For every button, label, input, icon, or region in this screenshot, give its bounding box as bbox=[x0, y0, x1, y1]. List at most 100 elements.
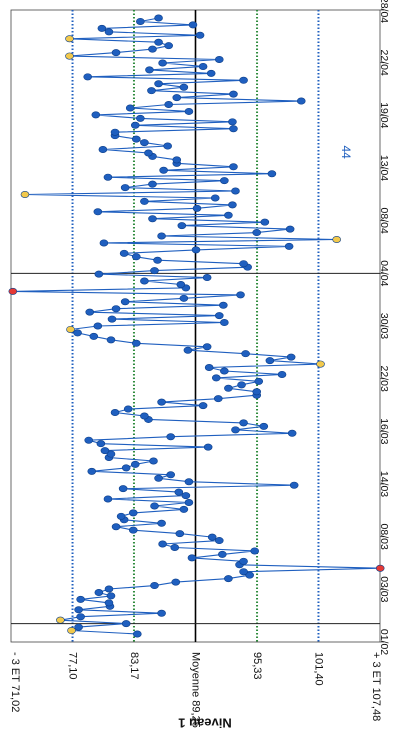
data-point bbox=[202, 274, 212, 282]
data-point bbox=[94, 588, 104, 596]
data-point bbox=[20, 190, 30, 198]
date-tick-label: 30/03 bbox=[378, 313, 390, 339]
data-point bbox=[277, 370, 287, 378]
date-tick-label: 16/03 bbox=[378, 418, 390, 444]
data-point bbox=[150, 267, 159, 275]
data-point bbox=[166, 471, 176, 479]
data-point bbox=[94, 270, 104, 278]
data-point bbox=[172, 94, 182, 102]
data-point bbox=[103, 173, 113, 181]
data-point bbox=[111, 523, 121, 531]
data-point bbox=[150, 502, 159, 510]
data-point bbox=[158, 540, 167, 548]
reference-line-label: Moyenne 89,25 bbox=[190, 652, 202, 728]
data-point bbox=[83, 73, 93, 81]
data-point bbox=[164, 42, 173, 50]
data-point bbox=[175, 530, 185, 538]
data-point bbox=[316, 360, 325, 368]
data-point bbox=[224, 384, 233, 392]
data-point bbox=[87, 467, 97, 475]
data-point bbox=[104, 28, 114, 36]
data-point bbox=[184, 478, 194, 486]
data-point bbox=[163, 142, 172, 150]
data-point bbox=[211, 374, 221, 382]
data-point bbox=[91, 111, 101, 119]
data-point bbox=[73, 329, 82, 337]
data-point bbox=[98, 146, 108, 154]
data-point bbox=[154, 14, 163, 22]
data-point bbox=[8, 287, 18, 295]
data-point bbox=[157, 519, 166, 527]
data-point bbox=[241, 350, 250, 358]
data-point bbox=[128, 526, 138, 534]
data-point bbox=[229, 125, 238, 133]
data-point bbox=[104, 599, 114, 607]
data-point bbox=[144, 149, 153, 157]
data-point bbox=[250, 547, 260, 555]
data-point bbox=[67, 627, 76, 635]
data-point bbox=[131, 339, 141, 347]
data-point bbox=[125, 104, 135, 112]
data-point bbox=[210, 194, 220, 202]
data-point bbox=[231, 426, 240, 434]
data-point bbox=[116, 512, 126, 520]
data-point bbox=[136, 17, 145, 25]
date-tick-label: 22/04 bbox=[378, 50, 390, 76]
reference-line-label: 77,10 bbox=[67, 652, 79, 680]
data-point bbox=[198, 62, 208, 70]
data-point bbox=[93, 208, 103, 216]
data-point bbox=[164, 101, 173, 109]
data-point bbox=[179, 505, 189, 513]
data-point bbox=[136, 114, 145, 122]
data-point bbox=[148, 215, 157, 223]
data-point bbox=[204, 364, 214, 372]
data-point bbox=[213, 395, 223, 403]
data-point bbox=[172, 156, 182, 164]
date-tick-label: 13/04 bbox=[378, 155, 390, 181]
data-point bbox=[171, 578, 181, 586]
date-tick-label: 08/03 bbox=[378, 524, 390, 550]
data-point bbox=[123, 405, 133, 413]
data-point bbox=[106, 336, 116, 344]
data-point bbox=[220, 367, 229, 375]
data-point bbox=[133, 630, 142, 638]
reference-line-label: + 3 ET 107,48 bbox=[370, 652, 382, 721]
data-point bbox=[177, 222, 187, 230]
data-point bbox=[220, 319, 229, 327]
data-point bbox=[202, 343, 212, 351]
data-point bbox=[131, 253, 141, 261]
data-point bbox=[120, 298, 130, 306]
data-point bbox=[120, 184, 130, 192]
data-point bbox=[121, 620, 131, 628]
data-point bbox=[195, 31, 205, 39]
reference-line-label: 83,17 bbox=[128, 652, 140, 680]
data-point bbox=[224, 211, 233, 219]
data-point bbox=[237, 381, 246, 389]
data-point bbox=[187, 554, 197, 562]
data-point bbox=[65, 52, 74, 60]
data-point bbox=[148, 180, 157, 188]
data-point bbox=[375, 564, 385, 572]
data-point bbox=[166, 433, 176, 441]
data-point bbox=[220, 177, 229, 185]
data-point bbox=[188, 21, 198, 29]
reference-line-label: 101,40 bbox=[313, 652, 325, 686]
data-point bbox=[131, 135, 141, 143]
data-point bbox=[218, 550, 227, 558]
data-point bbox=[231, 187, 240, 195]
data-point bbox=[130, 460, 140, 468]
data-point bbox=[228, 201, 237, 209]
data-point bbox=[76, 613, 85, 621]
data-point bbox=[157, 609, 166, 617]
reference-line-label: - 3 ET 71,02 bbox=[9, 652, 21, 712]
data-point bbox=[154, 474, 163, 482]
data-point bbox=[181, 492, 191, 500]
date-tick-label: 28/04 bbox=[378, 0, 390, 23]
data-point bbox=[224, 575, 233, 583]
data-point bbox=[239, 419, 248, 427]
data-point bbox=[184, 498, 194, 506]
data-point bbox=[85, 308, 95, 316]
data-point bbox=[260, 218, 270, 226]
